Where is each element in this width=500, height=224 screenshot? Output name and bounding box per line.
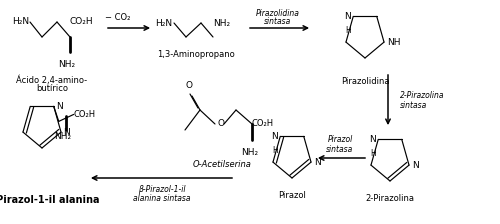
Text: N: N <box>344 12 351 21</box>
Text: Pirazolidina: Pirazolidina <box>341 77 389 86</box>
Text: H: H <box>272 146 278 155</box>
Text: CO₂H: CO₂H <box>70 17 94 26</box>
Text: − CO₂: − CO₂ <box>106 13 130 22</box>
Text: H₂N: H₂N <box>12 17 29 26</box>
Text: Pirazolidina: Pirazolidina <box>256 9 300 17</box>
Text: Pirazol: Pirazol <box>328 136 352 144</box>
Text: NH₂: NH₂ <box>213 19 230 28</box>
Text: 2-Pirazolina: 2-Pirazolina <box>400 90 444 99</box>
Text: O-Acetilserina: O-Acetilserina <box>192 160 252 169</box>
Text: O: O <box>217 119 224 129</box>
Text: NH₂: NH₂ <box>242 148 258 157</box>
Text: NH₂: NH₂ <box>54 132 72 141</box>
Text: H: H <box>346 26 351 35</box>
Text: sintasa: sintasa <box>326 146 353 155</box>
Text: butírico: butírico <box>36 84 68 93</box>
Text: 1,3-Aminopropano: 1,3-Aminopropano <box>157 50 235 59</box>
Text: CO₂H: CO₂H <box>252 119 274 129</box>
Text: β-Pirazol-1-il alanina: β-Pirazol-1-il alanina <box>0 195 99 205</box>
Text: H: H <box>370 149 376 158</box>
Text: N: N <box>370 135 376 144</box>
Text: sintasa: sintasa <box>264 17 291 26</box>
Text: 2-Pirazolina: 2-Pirazolina <box>366 194 414 203</box>
Text: N: N <box>412 161 419 170</box>
Text: NH: NH <box>387 38 400 47</box>
Text: N: N <box>272 132 278 141</box>
Text: Pirazol: Pirazol <box>278 191 306 200</box>
Text: N: N <box>314 158 321 167</box>
Text: sintasa: sintasa <box>400 101 427 110</box>
Text: Ácido 2,4-amino-: Ácido 2,4-amino- <box>16 75 88 84</box>
Text: N: N <box>63 128 70 137</box>
Text: H₂N: H₂N <box>155 19 172 28</box>
Text: alanina sintasa: alanina sintasa <box>133 194 191 203</box>
Text: NH₂: NH₂ <box>58 60 76 69</box>
Text: β-Pirazol-1-il: β-Pirazol-1-il <box>138 185 186 194</box>
Text: N: N <box>56 102 62 111</box>
Text: O: O <box>186 81 192 90</box>
Text: CO₂H: CO₂H <box>74 110 96 119</box>
